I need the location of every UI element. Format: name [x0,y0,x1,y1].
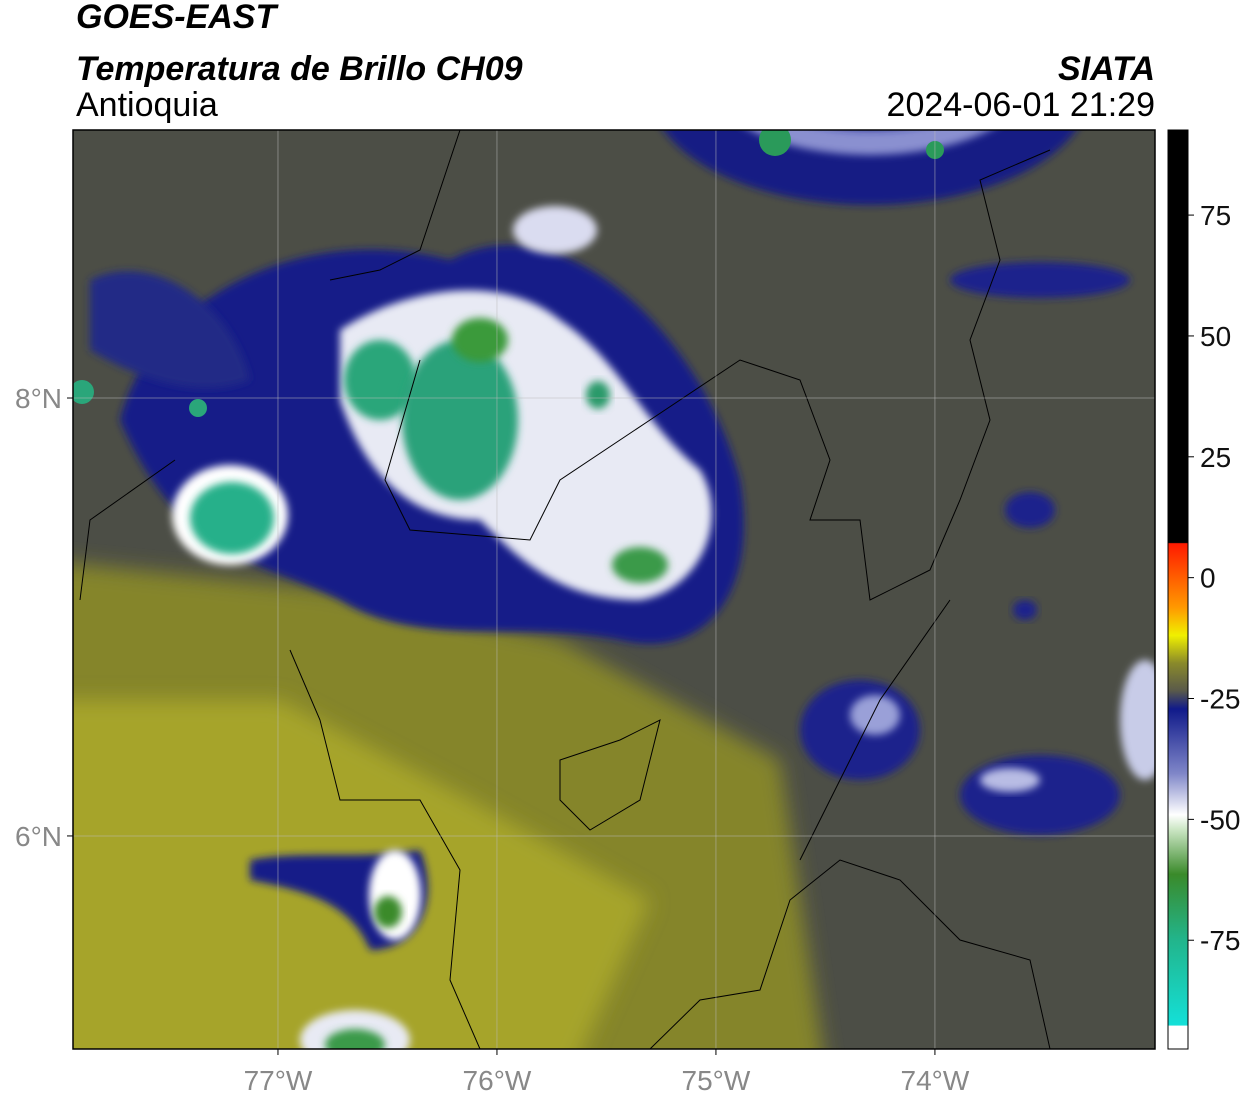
colorbar-tick-label: -75 [1200,925,1240,956]
colorbar-tick-label: -25 [1200,684,1240,715]
colorbar [1167,129,1189,1050]
colorbar-tick-label: 0 [1200,563,1216,594]
lon-tick-label: 76°W [463,1065,532,1096]
region: Antioquia [76,86,218,124]
title: GOES-EAST [76,0,279,36]
lon-tick-label: 77°W [244,1065,313,1096]
lat-tick-label: 8°N [15,383,62,414]
source: SIATA [1058,50,1155,88]
datetime: 2024-06-01 21:29 [887,86,1155,124]
colorbar-tick-label: -50 [1200,804,1240,835]
colorbar-tick-label: 75 [1200,200,1231,231]
lat-tick-label: 6°N [15,821,62,852]
lon-tick-label: 75°W [682,1065,751,1096]
satellite-image [73,130,1155,1049]
lon-tick-label: 74°W [901,1065,970,1096]
subtitle: Temperatura de Brillo CH09 [76,50,523,88]
colorbar-tick-label: 25 [1200,442,1231,473]
colorbar-tick-label: 50 [1200,321,1231,352]
map-frame [72,129,1156,1050]
